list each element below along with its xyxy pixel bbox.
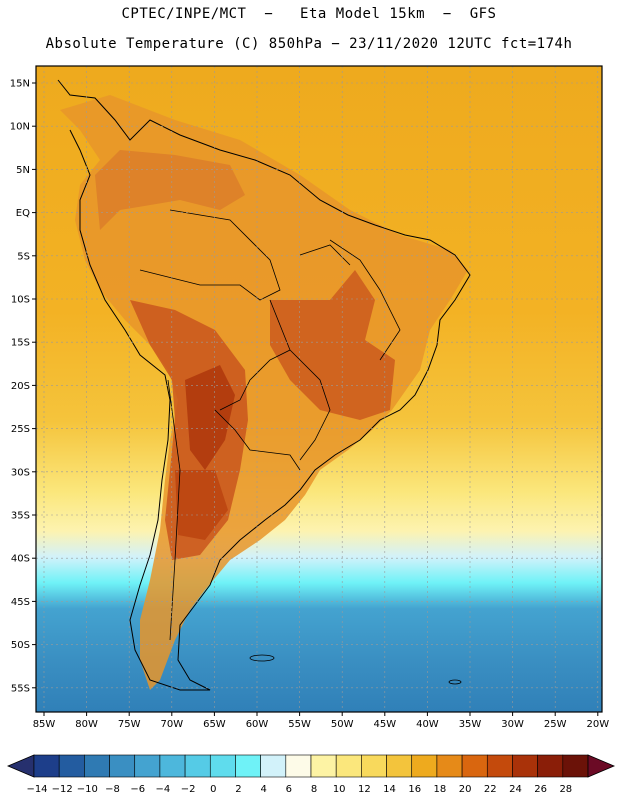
lat-label: 45S <box>11 597 30 608</box>
colorbar-label: 20 <box>459 784 472 795</box>
colorbar-swatch <box>159 754 186 778</box>
lon-label: 40W <box>416 719 439 730</box>
lon-label: 55W <box>288 719 311 730</box>
lon-label: 80W <box>75 719 98 730</box>
colorbar-label: 26 <box>534 784 547 795</box>
colorbar-swatch <box>486 754 513 778</box>
hot-region-north <box>95 150 245 230</box>
colorbar-swatch <box>512 754 538 778</box>
lat-label: 30S <box>11 467 30 478</box>
title-line-2: Absolute Temperature (C) 850hPa − 23/11/… <box>45 36 573 52</box>
colorbar-swatch <box>436 754 463 778</box>
lat-label: 40S <box>11 554 30 565</box>
colorbar-swatch <box>562 754 589 778</box>
lon-label: 50W <box>331 719 354 730</box>
colorbar-swatch <box>235 754 261 778</box>
colorbar-swatch <box>285 754 312 778</box>
colorbar-swatch <box>537 754 564 778</box>
colorbar-label: −4 <box>156 784 171 795</box>
colorbar-label: −10 <box>77 784 98 795</box>
lat-label: 15N <box>10 79 30 90</box>
colorbar-label: −12 <box>52 784 73 795</box>
hot-core-argentina <box>175 470 228 540</box>
latitude-axis: 15N 10N 5N EQ 5S 10S 15S 20S 25S 30S 35S 40S 45S 50S 5… <box>10 79 36 694</box>
lon-label: 45W <box>373 719 396 730</box>
colorbar-label: 10 <box>333 784 346 795</box>
south-georgia <box>448 679 462 685</box>
colorbar-label: 12 <box>358 784 371 795</box>
longitude-axis: 85W 80W 75W 70W 65W 60W 55W 50W 45W 40W 35W 30W 25W 2… <box>33 712 609 730</box>
lat-label: EQ <box>16 208 30 219</box>
lat-label: 25S <box>11 424 30 435</box>
lon-label: 30W <box>501 719 524 730</box>
colorbar-swatch <box>461 754 488 778</box>
colorbar-swatch <box>260 754 287 778</box>
lon-label: 70W <box>160 719 183 730</box>
lat-label: 5N <box>16 165 30 176</box>
lat-label: 15S <box>11 338 30 349</box>
lon-label: 60W <box>246 719 269 730</box>
colorbar-swatch <box>134 754 161 778</box>
colorbar-swatch <box>411 754 438 778</box>
lat-label: 35S <box>11 511 30 522</box>
colorbar-label: 14 <box>383 784 396 795</box>
colorbar-swatch <box>184 754 211 778</box>
title-line-1: CPTEC/INPE/MCT − Eta Model 15km − GFS <box>121 6 497 22</box>
colorbar-high-arrow <box>587 754 616 778</box>
colorbar-label: 22 <box>484 784 497 795</box>
colorbar-label: 24 <box>509 784 522 795</box>
colorbar-label: 2 <box>235 784 241 795</box>
colorbar-label: 18 <box>434 784 447 795</box>
colorbar-label: 16 <box>408 784 421 795</box>
lon-label: 65W <box>203 719 226 730</box>
colorbar-swatch <box>386 754 413 778</box>
colorbar-label: 6 <box>286 784 292 795</box>
hot-core-chaco <box>185 365 235 470</box>
colorbar-swatch <box>109 754 136 778</box>
colorbar: −14 −12 −10 −8 −6 −4 −2 0 2 4 6 8 10 12 14 16 18 20 22 24 26… <box>6 754 616 795</box>
colorbar-swatch <box>33 754 60 778</box>
lon-label: 75W <box>118 719 141 730</box>
colorbar-label: 28 <box>559 784 572 795</box>
colorbar-label: −2 <box>181 784 196 795</box>
colorbar-label: 8 <box>311 784 317 795</box>
lon-label: 20W <box>586 719 609 730</box>
colorbar-swatch <box>335 754 362 778</box>
colorbar-label: −14 <box>26 784 47 795</box>
map-gridlines <box>36 66 602 712</box>
lon-label: 25W <box>544 719 567 730</box>
colorbar-low-arrow <box>6 754 35 778</box>
colorbar-swatch <box>361 754 387 778</box>
lon-label: 85W <box>33 719 56 730</box>
colorbar-label: −8 <box>105 784 120 795</box>
colorbar-swatch <box>209 754 236 778</box>
colorbar-label: 4 <box>260 784 266 795</box>
colorbar-label: 0 <box>210 784 216 795</box>
hot-region-brazil <box>270 270 395 420</box>
colorbar-swatch <box>58 754 85 778</box>
continent-fill <box>60 95 468 690</box>
lon-label: 35W <box>459 719 482 730</box>
map-frame <box>35 65 603 713</box>
lat-label: 5S <box>17 251 30 262</box>
lat-label: 10S <box>11 295 30 306</box>
colorbar-swatch <box>84 754 110 778</box>
colorbar-swatch <box>310 754 337 778</box>
lat-label: 50S <box>11 640 30 651</box>
coastline <box>57 79 471 691</box>
lat-label: 20S <box>11 381 30 392</box>
falkland-islands <box>249 654 275 662</box>
lat-label: 55S <box>11 683 30 694</box>
lat-label: 10N <box>10 122 30 133</box>
colorbar-label: −6 <box>130 784 145 795</box>
